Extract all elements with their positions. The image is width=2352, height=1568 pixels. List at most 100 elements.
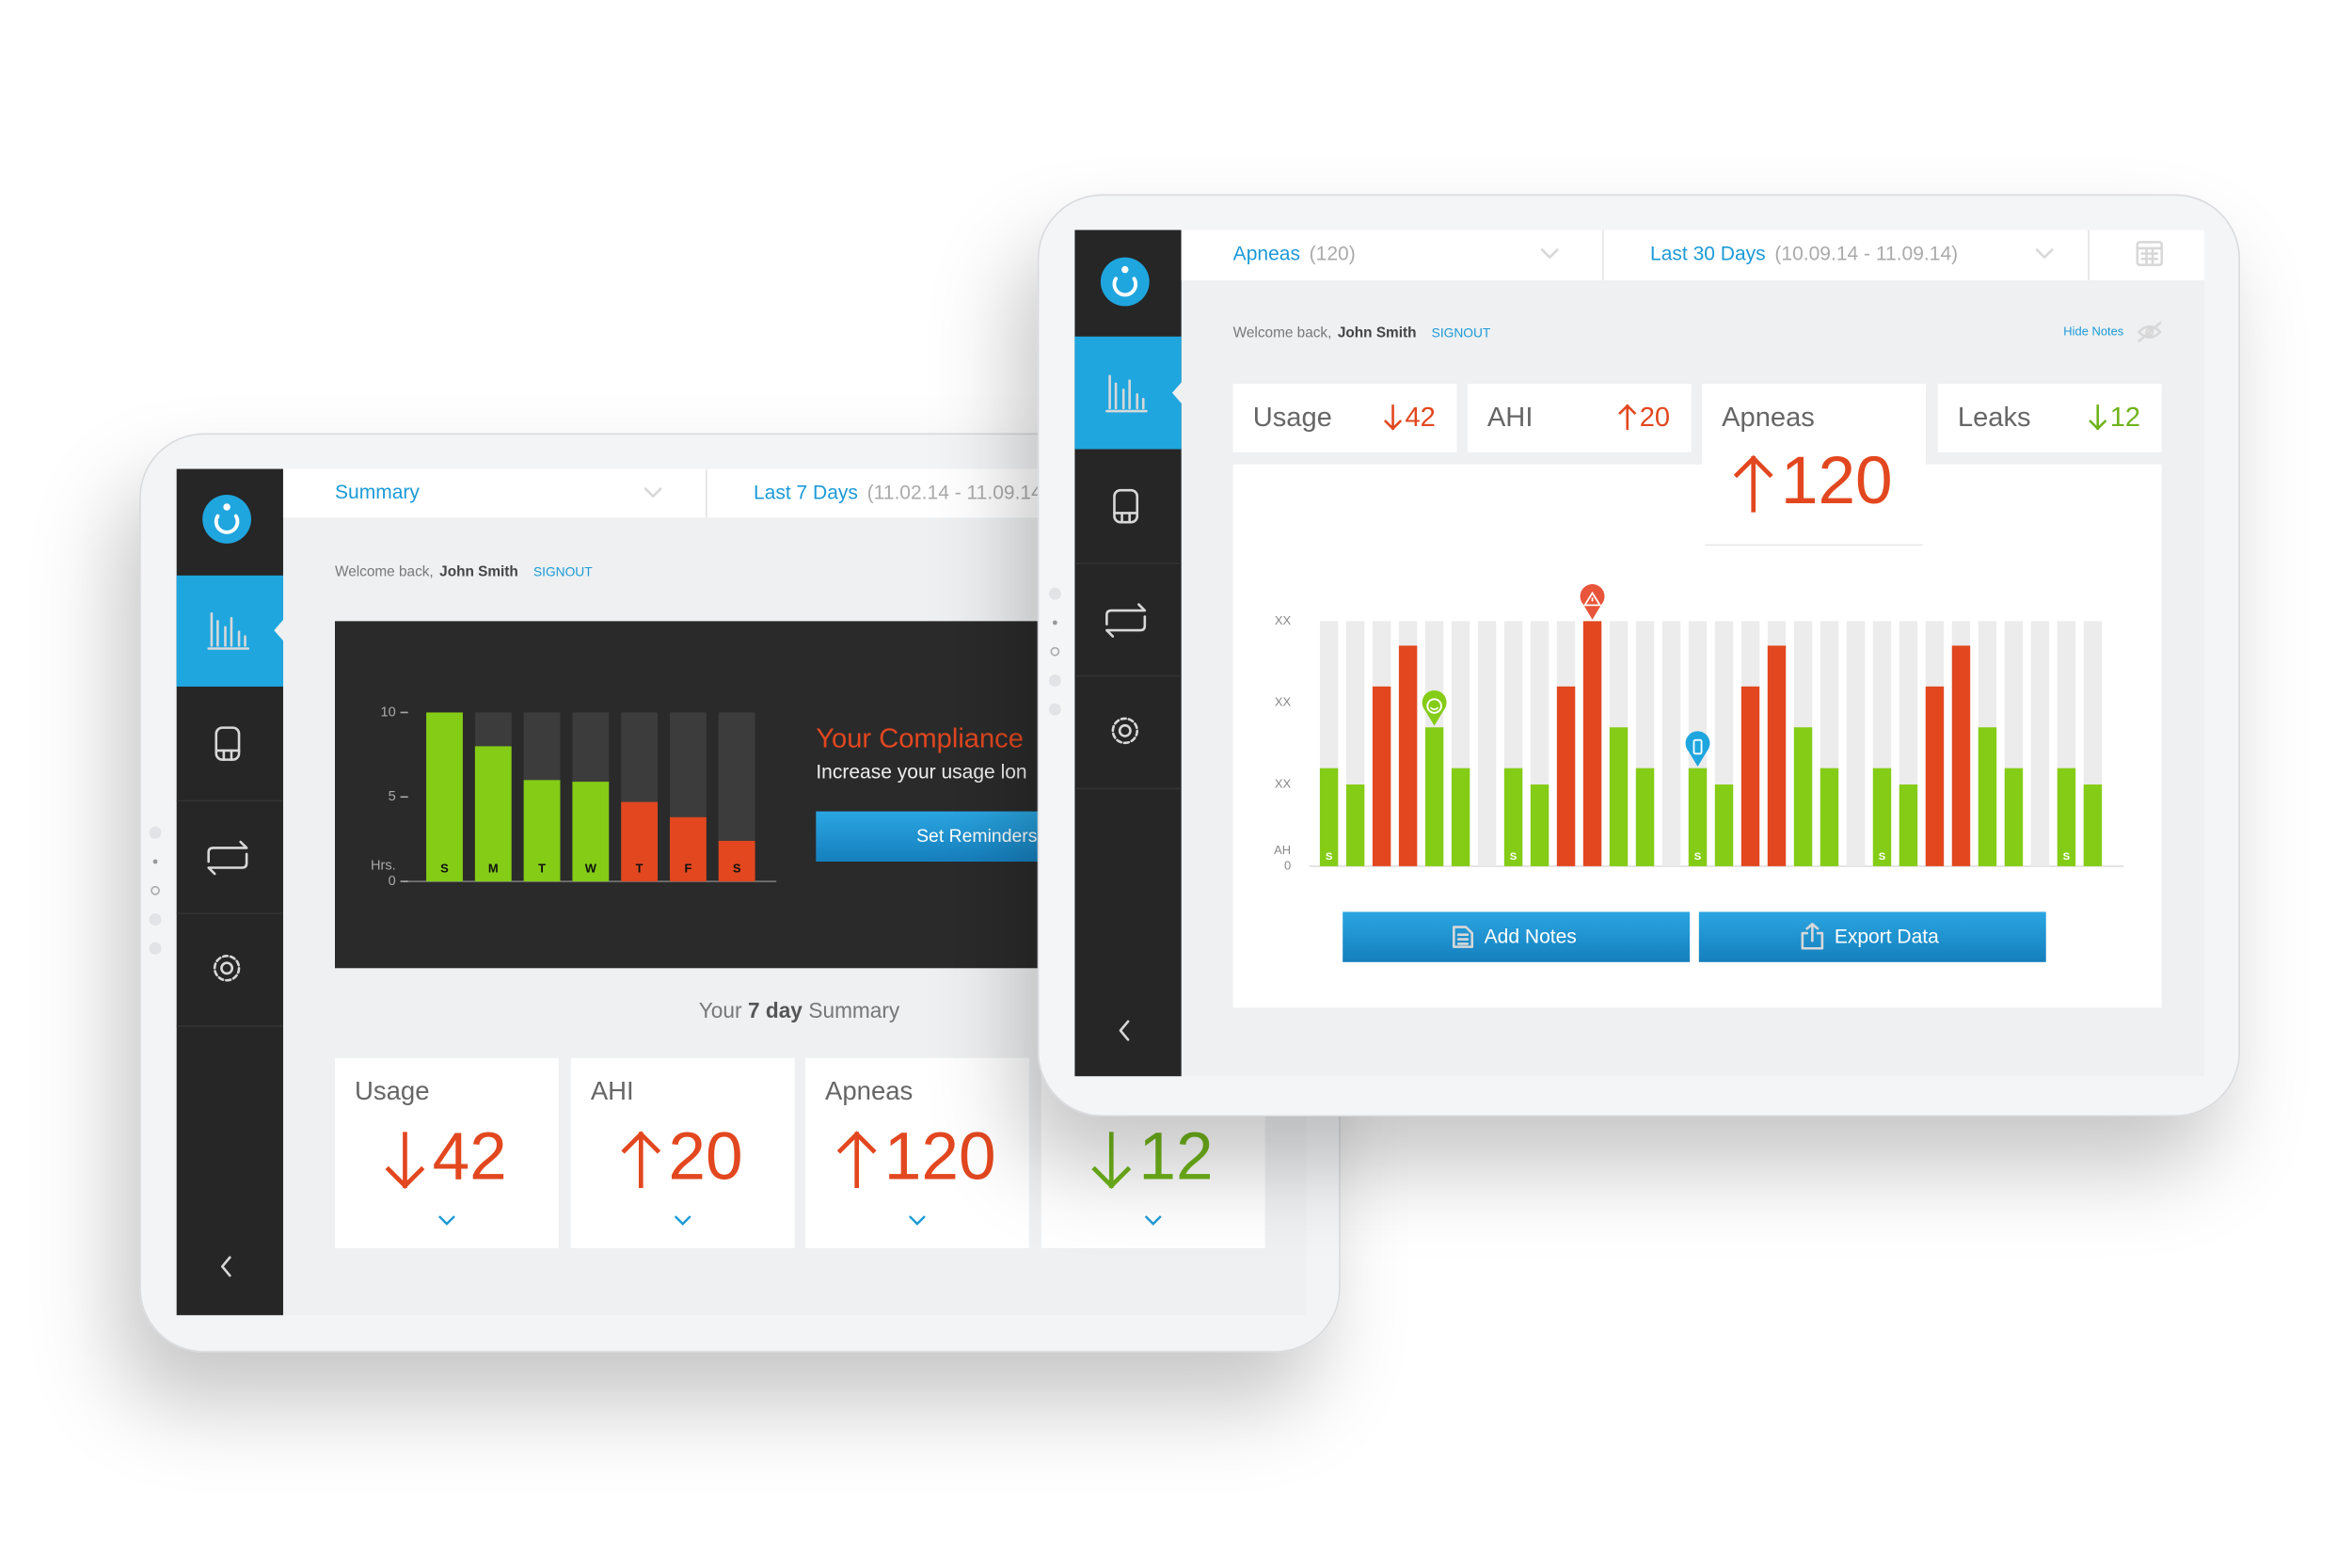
bar: [1319, 768, 1339, 866]
expand-chevron[interactable]: [1144, 1215, 1162, 1226]
range-label[interactable]: Last 30 Days: [1650, 243, 1766, 264]
x-category-label: T: [636, 862, 644, 876]
card-label: AHI: [591, 1076, 634, 1105]
trend-arrow: [1091, 1132, 1132, 1189]
trend-arrow: [621, 1131, 661, 1189]
selector-label[interactable]: Summary: [335, 482, 420, 503]
settings-icon[interactable]: [213, 955, 241, 982]
note-pin: [1685, 731, 1710, 768]
pin-glyph: [1429, 706, 1439, 711]
collapse-icon[interactable]: [220, 1256, 231, 1277]
summary-emphasis: 7 day: [748, 998, 803, 1022]
y-axis-label: AH: [1274, 843, 1291, 857]
dropdown-chevron[interactable]: [644, 487, 662, 498]
bar: [1688, 768, 1708, 866]
bar: [1740, 686, 1760, 866]
bar: [1872, 768, 1892, 866]
calendar-icon[interactable]: [2136, 241, 2164, 267]
bar: [1503, 768, 1523, 866]
export-label[interactable]: Export Data: [1835, 926, 1939, 947]
signout[interactable]: SIGNOUT: [533, 564, 593, 578]
trend-arrow: [2089, 404, 2107, 431]
metric-cards: Usage 42 AHI 20 Apneas 120 Leaks 12: [1232, 383, 2162, 546]
bar-track: [1477, 621, 1497, 866]
export-button[interactable]: [1698, 911, 2046, 962]
welcome: Welcome back, John Smith SIGNOUT: [335, 564, 593, 580]
hide-notes[interactable]: Hide Notes: [2063, 324, 2123, 338]
metric-card-selected[interactable]: [1702, 383, 1926, 546]
summary-card[interactable]: [570, 1057, 795, 1249]
trend-arrow: [385, 1132, 425, 1189]
range-label[interactable]: Last 7 Days: [754, 482, 858, 503]
card-label: Apneas: [1722, 403, 1815, 433]
note-pin: [1580, 584, 1605, 620]
bar-track: [2030, 621, 2050, 866]
eye-icon[interactable]: [2137, 321, 2162, 342]
metric-card[interactable]: [1937, 383, 2162, 452]
range-dates: (10.09.14 - 11.09.14): [1774, 243, 1958, 264]
reminder-button-label[interactable]: Set Reminders: [916, 826, 1037, 847]
metric-card[interactable]: [1467, 383, 1692, 452]
selector-label[interactable]: Apneas: [1233, 243, 1300, 264]
y-tick-label: XX: [1275, 776, 1292, 790]
expand-chevron[interactable]: [437, 1215, 455, 1226]
add-notes-label[interactable]: Add Notes: [1485, 926, 1577, 947]
trend-arrow: [1733, 454, 1773, 513]
bar: [1820, 768, 1839, 866]
chart-icon: [207, 611, 250, 650]
summary-card[interactable]: [334, 1057, 559, 1249]
y-tick-label: 0: [1284, 858, 1291, 872]
x-category-label: S: [2063, 851, 2071, 863]
card-label: Apneas: [825, 1076, 913, 1105]
card-value: 42: [1405, 403, 1435, 433]
bar: [1899, 784, 1918, 866]
pin-glyph: [1582, 591, 1602, 607]
logo: [202, 495, 251, 544]
device-icon[interactable]: [1113, 488, 1139, 524]
device-icon[interactable]: [215, 726, 241, 761]
expand-chevron[interactable]: [674, 1215, 691, 1226]
range[interactable]: Last 30 Days (10.09.14 - 11.09.14): [1650, 243, 1958, 264]
metric-card[interactable]: [1232, 383, 1457, 452]
x-category-label: S: [1694, 851, 1702, 863]
bar-track: [1661, 621, 1681, 866]
greeting: Welcome back,: [335, 564, 434, 580]
y-tick-label: 10: [381, 705, 396, 720]
user-name: John Smith: [1338, 325, 1417, 341]
bar: [1635, 768, 1655, 866]
pin-glyph: [1692, 738, 1703, 755]
note-pin: [1422, 689, 1447, 726]
sync-icon[interactable]: [207, 840, 248, 876]
range-dates: (11.02.14 - 11.09.14): [867, 482, 1049, 503]
greeting: Welcome back,: [1233, 325, 1332, 341]
signout[interactable]: SIGNOUT: [1432, 325, 1491, 340]
summary-card[interactable]: [804, 1057, 1029, 1249]
selector[interactable]: Apneas (120): [1233, 243, 1356, 264]
bar: [1609, 727, 1629, 866]
active-notch: [1171, 380, 1184, 405]
reminder-button[interactable]: [816, 811, 1060, 863]
bar: [523, 780, 561, 882]
x-category-label: F: [684, 862, 691, 876]
settings-icon[interactable]: [1111, 717, 1139, 745]
nav-item-active[interactable]: [1074, 336, 1182, 450]
bar: [2057, 768, 2076, 866]
dropdown-chevron[interactable]: [1540, 248, 1559, 259]
bar: [621, 801, 659, 882]
bar: [1556, 686, 1576, 866]
range[interactable]: Last 7 Days (11.02.14 - 11.09.14): [754, 482, 1049, 503]
dropdown-chevron[interactable]: [2035, 248, 2054, 259]
collapse-icon[interactable]: [1119, 1020, 1130, 1041]
bar: [426, 712, 463, 882]
banner-title: Your Compliance: [816, 723, 1024, 753]
add-notes-button[interactable]: [1343, 911, 1691, 962]
welcome: Welcome back, John Smith SIGNOUT: [1233, 325, 1491, 341]
active-notch: [274, 618, 285, 643]
card-label: Usage: [355, 1076, 430, 1105]
sync-icon[interactable]: [1105, 603, 1147, 638]
notes-icon: [1453, 926, 1474, 948]
x-category-label: T: [538, 862, 546, 876]
nav-item-active[interactable]: [176, 575, 283, 687]
expand-chevron[interactable]: [908, 1215, 926, 1226]
card-value: 120: [1781, 444, 1893, 518]
